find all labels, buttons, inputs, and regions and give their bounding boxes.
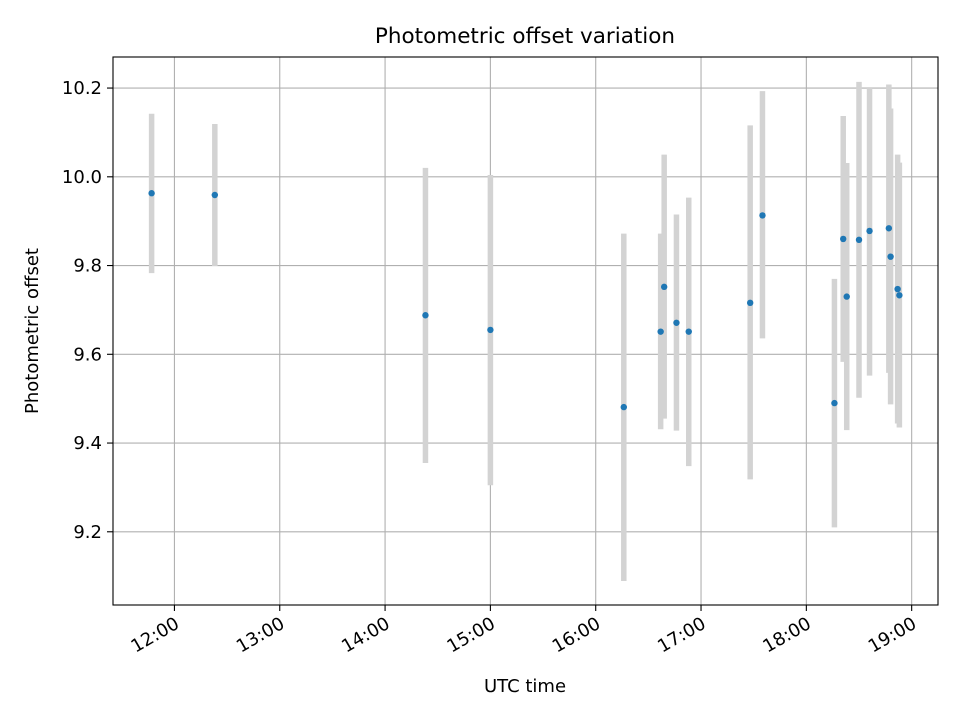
- grid: [113, 57, 938, 605]
- chart-title: Photometric offset variation: [375, 24, 675, 49]
- data-point: [843, 293, 850, 300]
- y-axis-label: Photometric offset: [22, 248, 43, 414]
- data-point: [831, 399, 838, 407]
- y-tick-label: 10.0: [62, 167, 102, 188]
- data-points: [148, 190, 903, 411]
- data-point: [896, 292, 903, 299]
- data-point: [685, 328, 692, 335]
- data-point: [866, 227, 873, 235]
- data-point: [894, 285, 901, 293]
- x-axis-label: UTC time: [484, 676, 566, 697]
- y-tick-label: 9.4: [73, 433, 102, 454]
- y-tick-label: 9.6: [73, 344, 102, 365]
- plot-frame: [112, 56, 939, 606]
- y-tick-label: 10.2: [62, 78, 102, 99]
- data-point: [887, 253, 894, 260]
- data-point: [660, 283, 668, 291]
- data-point: [148, 190, 155, 197]
- data-point: [855, 236, 863, 244]
- data-point: [885, 225, 893, 232]
- data-point: [759, 212, 766, 219]
- data-point: [620, 403, 627, 411]
- data-point: [487, 326, 494, 334]
- data-point: [422, 312, 429, 319]
- data-point: [840, 235, 847, 243]
- y-tick-label: 9.8: [73, 256, 102, 277]
- data-point: [657, 328, 664, 335]
- data-point: [673, 319, 680, 326]
- y-axis-ticks: 9.2 9.4 9.6 9.8 10.0 10.2: [62, 78, 113, 543]
- data-point: [211, 191, 219, 199]
- y-tick-label: 9.2: [73, 522, 102, 543]
- data-point: [746, 299, 754, 307]
